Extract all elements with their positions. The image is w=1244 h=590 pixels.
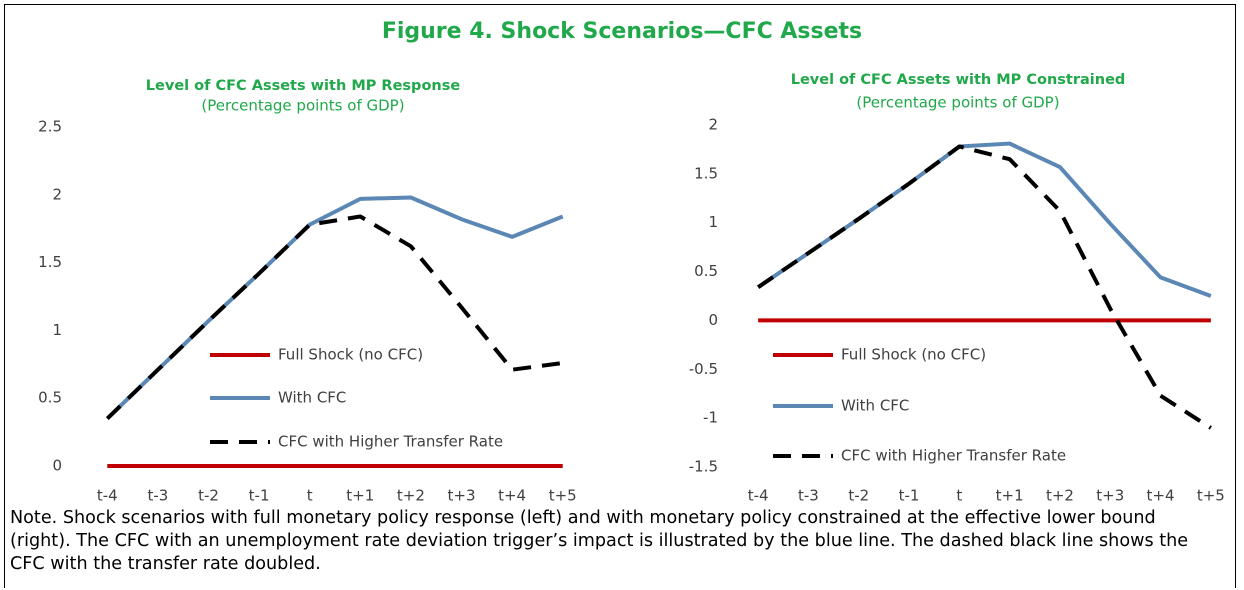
- x-tick-label: t+2: [397, 487, 425, 505]
- y-tick-label: 2.5: [38, 118, 62, 136]
- x-tick-label: t-4: [748, 487, 769, 505]
- legend-label: Full Shock (no CFC): [841, 346, 986, 364]
- series-line: [757, 141, 1212, 298]
- legend-label: With CFC: [841, 397, 909, 415]
- figure-frame: [4, 4, 1236, 588]
- y-tick-label: 1: [52, 321, 62, 339]
- series-line: [105, 214, 563, 420]
- chart-subtitle: (Percentage points of GDP): [856, 94, 1059, 112]
- x-tick-label: t+4: [498, 487, 526, 505]
- x-tick-label: t-4: [97, 487, 118, 505]
- x-tick-label: t-2: [198, 487, 219, 505]
- x-tick-label: t-2: [848, 487, 869, 505]
- x-tick-label: t-3: [798, 487, 819, 505]
- x-tick-label: t+5: [1197, 487, 1225, 505]
- x-tick-label: t+5: [549, 487, 577, 505]
- y-tick-label: 1: [708, 213, 718, 231]
- y-tick-label: 2: [708, 116, 718, 134]
- x-tick-label: t-1: [899, 487, 920, 505]
- chart-title: Level of CFC Assets with MP Constrained: [791, 72, 1126, 88]
- legend-label: CFC with Higher Transfer Rate: [841, 447, 1066, 465]
- legend-label: With CFC: [278, 389, 346, 407]
- x-tick-label: t+4: [1147, 487, 1175, 505]
- x-tick-label: t: [956, 487, 962, 505]
- x-tick-label: t+3: [448, 487, 476, 505]
- x-tick-label: t+1: [346, 487, 374, 505]
- y-tick-label: -1: [703, 409, 718, 427]
- chart-subtitle: (Percentage points of GDP): [201, 97, 404, 115]
- y-tick-label: 0.5: [694, 262, 718, 280]
- note: Note. Shock scenarios with full monetary…: [10, 508, 1189, 574]
- y-tick-label: 2: [52, 185, 62, 203]
- legend-label: Full Shock (no CFC): [278, 346, 423, 364]
- x-tick-label: t-1: [249, 487, 270, 505]
- series-line: [105, 195, 564, 420]
- figure-title: Figure 4. Shock Scenarios—CFC Assets: [382, 19, 862, 44]
- y-tick-label: 0: [708, 311, 718, 329]
- y-tick-label: -1.5: [689, 458, 718, 476]
- x-tick-label: t: [307, 487, 313, 505]
- y-tick-label: 1.5: [38, 253, 62, 271]
- legend-label: CFC with Higher Transfer Rate: [278, 433, 503, 451]
- series-line: [757, 144, 1212, 430]
- x-tick-label: t+1: [996, 487, 1024, 505]
- y-tick-label: 0.5: [38, 389, 62, 407]
- y-tick-label: 0: [52, 457, 62, 475]
- y-tick-label: 1.5: [694, 164, 718, 182]
- figure: Figure 4. Shock Scenarios—CFC Assets Lev…: [38, 19, 1225, 505]
- x-tick-label: t-3: [147, 487, 168, 505]
- x-tick-label: t+3: [1096, 487, 1124, 505]
- y-tick-label: -0.5: [689, 360, 718, 378]
- x-tick-label: t+2: [1046, 487, 1074, 505]
- chart-title: Level of CFC Assets with MP Response: [146, 78, 461, 94]
